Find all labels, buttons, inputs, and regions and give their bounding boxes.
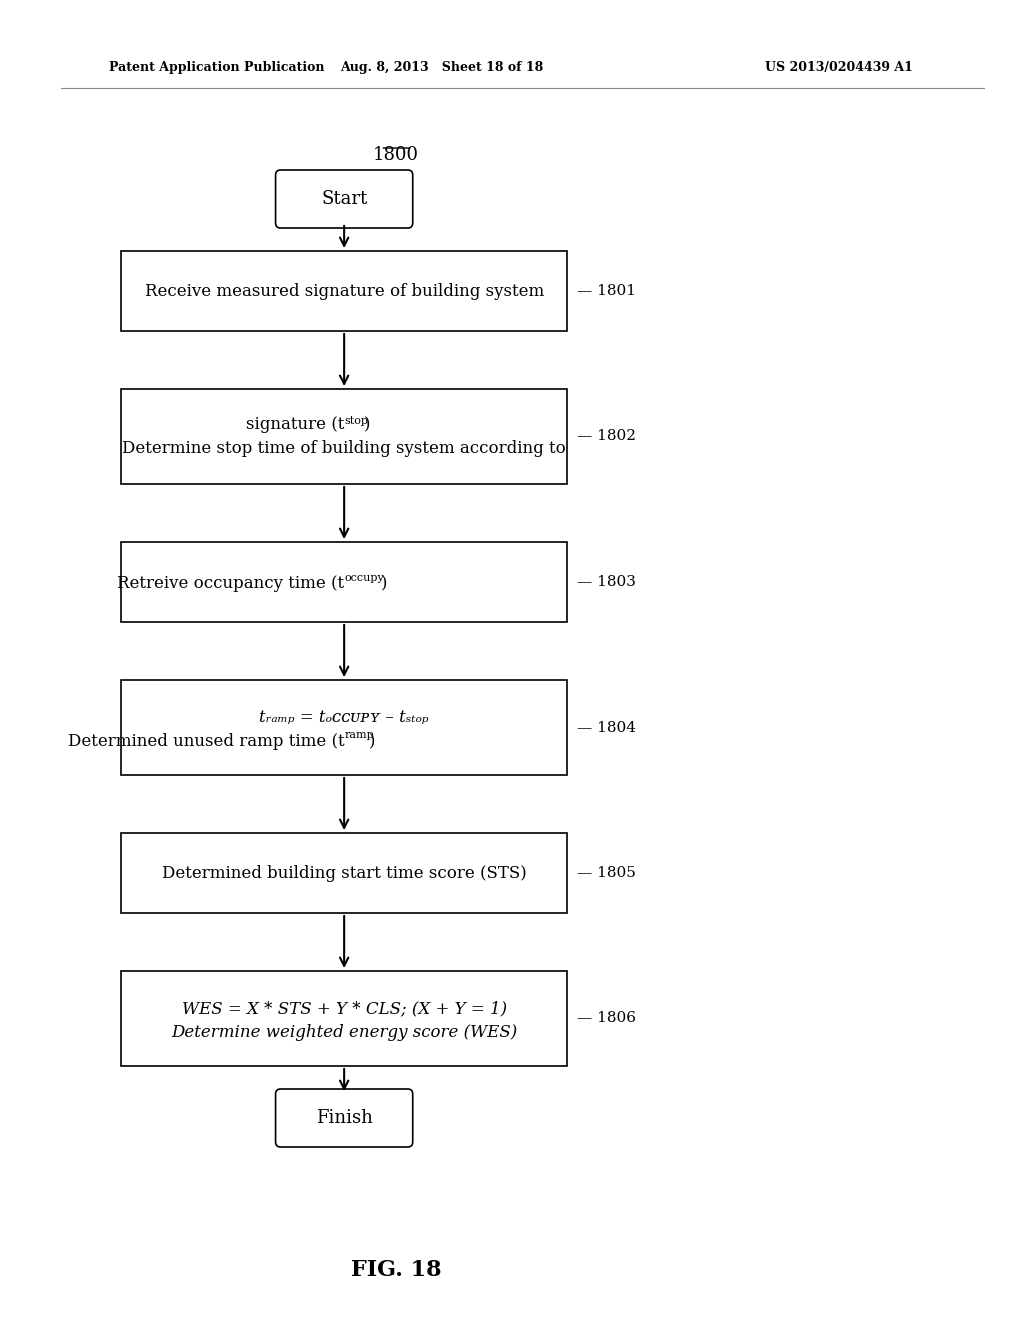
Text: Determine stop time of building system according to: Determine stop time of building system a… xyxy=(122,440,566,457)
Text: occupy: occupy xyxy=(344,573,384,583)
Text: US 2013/0204439 A1: US 2013/0204439 A1 xyxy=(765,62,913,74)
Text: — 1801: — 1801 xyxy=(577,284,636,298)
Bar xyxy=(121,833,567,913)
Bar xyxy=(121,251,567,331)
Text: signature (t: signature (t xyxy=(246,416,344,433)
Text: ): ) xyxy=(369,733,375,750)
Text: ramp: ramp xyxy=(344,730,374,741)
Text: ): ) xyxy=(381,576,388,593)
Text: ): ) xyxy=(364,416,371,433)
Text: 1800: 1800 xyxy=(373,147,419,164)
Text: Determined unused ramp time (t: Determined unused ramp time (t xyxy=(68,733,344,750)
Bar xyxy=(121,680,567,775)
Text: Aug. 8, 2013   Sheet 18 of 18: Aug. 8, 2013 Sheet 18 of 18 xyxy=(341,62,544,74)
Text: — 1804: — 1804 xyxy=(577,721,636,734)
Text: Receive measured signature of building system: Receive measured signature of building s… xyxy=(144,282,544,300)
Text: stop: stop xyxy=(344,416,369,425)
Text: Start: Start xyxy=(321,190,368,209)
Text: Finish: Finish xyxy=(315,1109,373,1127)
Text: — 1802: — 1802 xyxy=(577,429,636,444)
FancyBboxPatch shape xyxy=(275,1089,413,1147)
Bar xyxy=(121,543,567,622)
Bar xyxy=(121,972,567,1067)
Text: Determined building start time score (STS): Determined building start time score (ST… xyxy=(162,865,526,882)
Text: — 1805: — 1805 xyxy=(577,866,636,880)
Text: Determine weighted energy score (WES): Determine weighted energy score (WES) xyxy=(171,1024,517,1041)
Text: — 1803: — 1803 xyxy=(577,576,636,589)
Text: — 1806: — 1806 xyxy=(577,1011,636,1026)
Bar xyxy=(121,389,567,484)
Text: Retreive occupancy time (t: Retreive occupancy time (t xyxy=(117,576,344,593)
Text: WES = X * STS + Y * CLS; (X + Y = 1): WES = X * STS + Y * CLS; (X + Y = 1) xyxy=(181,1001,507,1016)
Text: FIG. 18: FIG. 18 xyxy=(351,1259,441,1280)
FancyBboxPatch shape xyxy=(275,170,413,228)
Text: tᵣₐₘₚ = tₒᴄᴄᴜᴘʏ – tₛₜₒₚ: tᵣₐₘₚ = tₒᴄᴄᴜᴘʏ – tₛₜₒₚ xyxy=(259,709,429,726)
Text: Patent Application Publication: Patent Application Publication xyxy=(109,62,325,74)
